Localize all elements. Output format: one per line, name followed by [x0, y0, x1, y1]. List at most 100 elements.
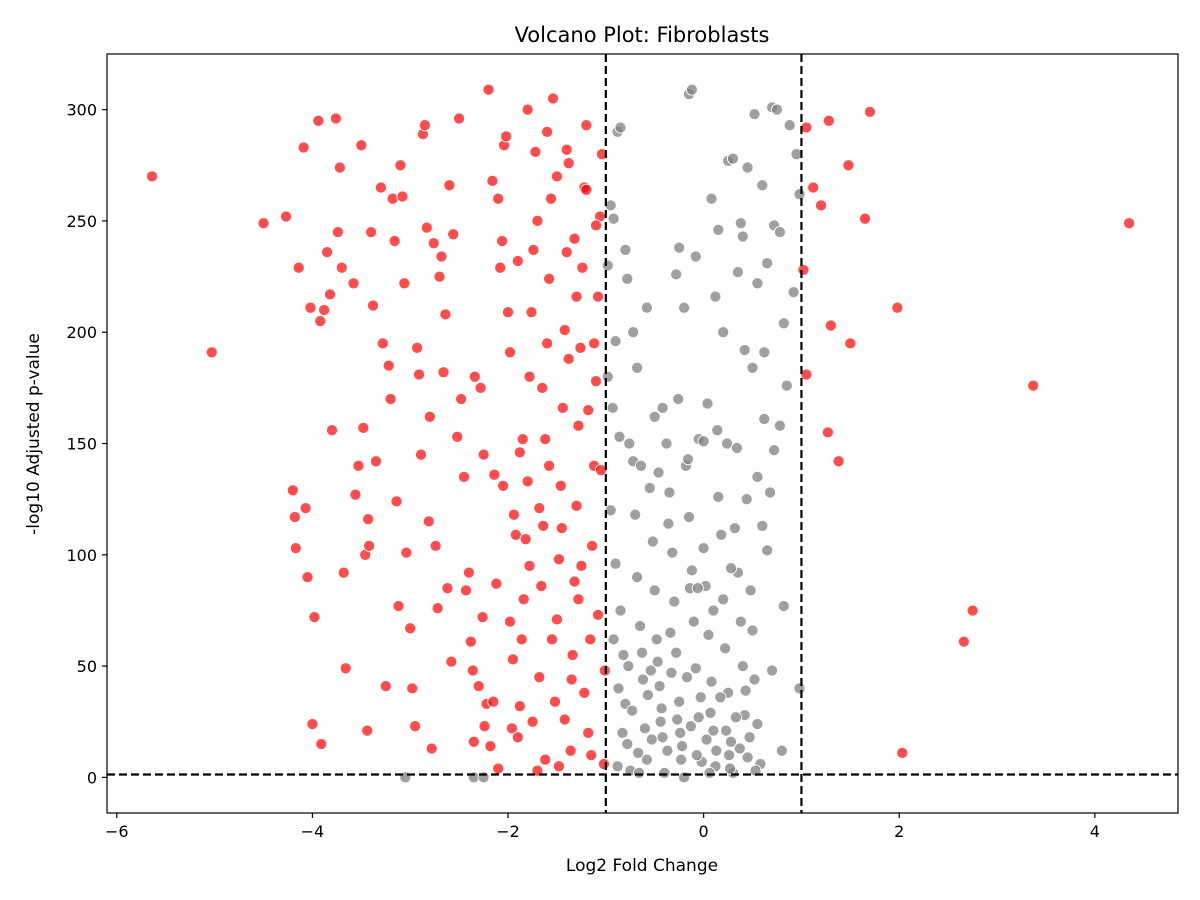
data-point-significant [411, 341, 424, 354]
data-point-significant [966, 604, 979, 617]
data-point-significant [594, 464, 607, 477]
data-point-not_significant [668, 595, 681, 608]
data-point-significant [531, 214, 544, 227]
data-point-not_significant [770, 103, 784, 116]
data-point-not_significant [636, 673, 650, 686]
plot-frame [106, 53, 1179, 814]
data-point-significant [891, 301, 904, 314]
data-point-significant [588, 337, 601, 350]
data-point-not_significant [619, 243, 632, 256]
data-point-not_significant [641, 688, 654, 702]
data-point-not_significant [783, 119, 796, 132]
data-point-significant [560, 143, 573, 156]
data-point-significant [429, 539, 442, 552]
data-point-significant [807, 181, 820, 194]
data-point-significant [439, 308, 452, 321]
data-point-significant [423, 410, 436, 423]
data-point-not_significant [748, 108, 761, 121]
data-point-significant [506, 653, 519, 666]
data-point-significant [339, 662, 352, 675]
data-point-significant [321, 246, 334, 259]
data-point-not_significant [758, 346, 771, 359]
data-point-not_significant [751, 277, 764, 290]
data-point-significant [575, 559, 588, 572]
data-point-significant [437, 366, 450, 379]
y-tick-label: 200 [66, 323, 97, 342]
data-point-significant [565, 673, 578, 686]
data-point-significant [821, 426, 834, 439]
data-point-not_significant [653, 680, 666, 693]
data-point-not_significant [656, 731, 669, 744]
data-point-significant [544, 192, 558, 205]
points-layer [145, 83, 1136, 784]
data-point-not_significant [616, 726, 629, 739]
data-point-significant [957, 635, 970, 648]
data-point-significant [580, 183, 593, 196]
data-point-significant [486, 174, 499, 187]
data-point-significant [478, 720, 491, 733]
data-point-not_significant [681, 453, 695, 466]
data-point-significant [427, 237, 440, 250]
data-point-significant [404, 622, 417, 635]
data-point-not_significant [758, 412, 771, 426]
data-point-not_significant [648, 410, 661, 423]
data-point-significant [484, 740, 497, 753]
data-point-not_significant [746, 361, 759, 374]
data-point-significant [584, 633, 597, 646]
data-point-significant [279, 210, 293, 223]
data-point-significant [205, 346, 218, 359]
data-point-significant [562, 157, 575, 170]
data-point-not_significant [739, 684, 752, 697]
data-point-significant [589, 219, 603, 232]
data-point-significant [447, 228, 460, 241]
data-point-significant [564, 744, 577, 757]
data-point-significant [349, 488, 362, 501]
data-point-not_significant [712, 490, 725, 503]
data-point-significant [459, 584, 473, 597]
data-point-not_significant [662, 517, 675, 530]
data-point-not_significant [614, 604, 627, 617]
data-point-not_significant [626, 704, 639, 717]
data-point-significant [366, 299, 380, 312]
data-point-not_significant [793, 682, 806, 695]
data-point-not_significant [773, 226, 786, 239]
threshold-layer [107, 54, 1178, 813]
data-point-significant [365, 226, 378, 239]
data-point-not_significant [777, 317, 790, 330]
data-point-not_significant [703, 766, 716, 779]
data-point-not_significant [609, 557, 622, 570]
data-point-not_significant [756, 179, 769, 192]
data-point-not_significant [773, 419, 786, 432]
data-point-significant [513, 446, 526, 459]
data-point-significant [525, 306, 538, 319]
data-point-significant [362, 513, 375, 526]
data-point-not_significant [648, 584, 661, 597]
data-point-not_significant [691, 582, 704, 595]
data-point-not_significant [720, 724, 733, 737]
data-point-not_significant [613, 430, 626, 443]
data-point-not_significant [651, 655, 664, 668]
data-point-significant [527, 243, 540, 256]
data-point-significant [572, 419, 585, 432]
data-point-significant [288, 510, 301, 524]
data-point-significant [398, 277, 411, 290]
data-point-significant [543, 459, 556, 472]
data-point-not_significant [729, 711, 742, 724]
data-point-significant [451, 430, 464, 443]
data-point-not_significant [671, 713, 684, 726]
data-point-significant [297, 141, 310, 154]
data-point-significant [361, 724, 374, 737]
data-point-not_significant [733, 742, 746, 755]
data-point-significant [582, 726, 595, 739]
data-point-not_significant [726, 152, 740, 165]
y-axis-label: -log10 Adjusted p-value [24, 333, 44, 535]
data-point-significant [558, 713, 571, 726]
data-point-significant [509, 528, 522, 541]
data-point-not_significant [685, 564, 698, 577]
data-point-not_significant [640, 301, 653, 314]
data-point-significant [455, 392, 468, 406]
data-point-significant [558, 323, 571, 337]
data-point-not_significant [717, 326, 730, 339]
data-point-significant [379, 680, 392, 693]
data-point-significant [400, 546, 413, 559]
